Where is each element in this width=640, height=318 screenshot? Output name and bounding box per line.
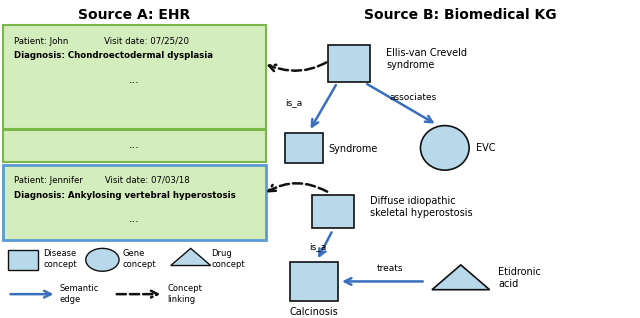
Text: Diffuse idiopathic
skeletal hyperostosis: Diffuse idiopathic skeletal hyperostosis [370,196,472,218]
Text: EVC: EVC [476,143,495,153]
Text: Semantic
edge: Semantic edge [60,284,99,304]
Text: Source A: EHR: Source A: EHR [78,8,191,22]
Text: Patient: Jennifer        Visit date: 07/03/18: Patient: Jennifer Visit date: 07/03/18 [14,176,190,185]
FancyBboxPatch shape [328,45,370,82]
Text: treats: treats [377,265,404,273]
FancyBboxPatch shape [8,250,38,270]
Text: Patient: John             Visit date: 07/25/20: Patient: John Visit date: 07/25/20 [14,37,189,45]
Text: is_a: is_a [309,242,326,251]
Ellipse shape [86,248,119,271]
Text: Gene
concept: Gene concept [123,249,157,269]
FancyBboxPatch shape [285,133,323,163]
FancyBboxPatch shape [3,25,266,129]
Text: Etidronic
acid: Etidronic acid [498,267,541,289]
Text: ...: ... [129,140,140,150]
Text: Diagnosis: Ankylosing vertebral hyperostosis: Diagnosis: Ankylosing vertebral hyperost… [14,191,236,200]
Text: Ellis-van Creveld
syndrome: Ellis-van Creveld syndrome [386,48,467,70]
Text: associates: associates [389,93,436,102]
FancyBboxPatch shape [3,130,266,162]
Text: Disease
concept: Disease concept [44,249,77,269]
Text: Drug
concept: Drug concept [211,249,245,269]
Text: Source B: Biomedical KG: Source B: Biomedical KG [365,8,557,22]
Text: ...: ... [129,75,140,85]
FancyBboxPatch shape [3,165,266,240]
Ellipse shape [420,126,469,170]
Text: Diagnosis: Chondroectodermal dysplasia: Diagnosis: Chondroectodermal dysplasia [14,51,213,60]
FancyBboxPatch shape [312,195,354,228]
Text: Syndrome: Syndrome [328,143,378,154]
Text: Calcinosis: Calcinosis [289,307,338,317]
Text: Concept
linking: Concept linking [168,284,202,304]
Text: is_a: is_a [285,98,303,107]
FancyBboxPatch shape [290,262,338,301]
Text: ...: ... [129,214,140,224]
